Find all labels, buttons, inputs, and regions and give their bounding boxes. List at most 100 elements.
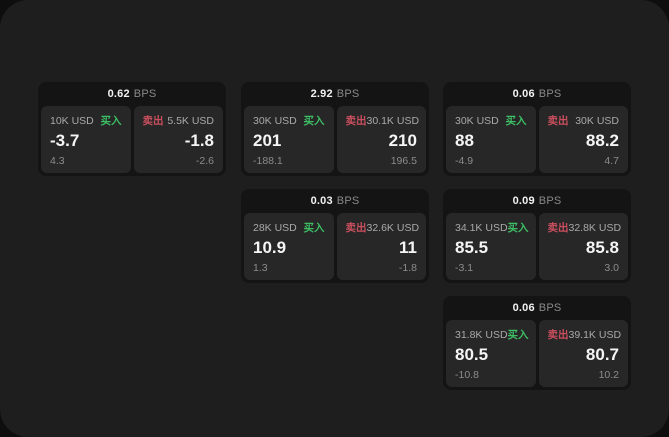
card-header: 0.03 BPS xyxy=(241,189,429,213)
buy-panel-top: 31.8K USD 买入 xyxy=(455,327,529,342)
sell-price: 11 xyxy=(399,238,417,258)
sell-amount: 30K USD xyxy=(575,115,619,127)
quote-card: 0.09 BPS 34.1K USD 买入 85.5 -3.1 卖出 32.8K… xyxy=(443,189,631,283)
sell-amount: 39.1K USD xyxy=(568,329,622,341)
buy-panel-top: 30K USD 买入 xyxy=(455,113,527,128)
quote-card: 2.92 BPS 30K USD 买入 201 -188.1 卖出 30.1K … xyxy=(241,82,429,176)
sell-price: 210 xyxy=(388,131,417,151)
buy-side-label: 买入 xyxy=(505,115,527,127)
sell-side-label: 卖出 xyxy=(547,222,569,234)
sell-amount: 32.6K USD xyxy=(366,222,420,234)
buy-panel[interactable]: 34.1K USD 买入 85.5 -3.1 xyxy=(446,213,536,280)
buy-panel[interactable]: 30K USD 买入 88 -4.9 xyxy=(446,106,536,173)
sell-side-label: 卖出 xyxy=(547,329,569,341)
sell-side-label: 卖出 xyxy=(345,222,367,234)
buy-price: 10.9 xyxy=(253,238,287,258)
quote-card: 0.62 BPS 10K USD 买入 -3.7 4.3 卖出 5.5K USD… xyxy=(38,82,226,176)
buy-side-label: 买入 xyxy=(100,115,122,127)
buy-sub-value: 4.3 xyxy=(50,155,65,167)
card-body: 34.1K USD 买入 85.5 -3.1 卖出 32.8K USD 85.8… xyxy=(443,213,631,283)
sell-price: 80.7 xyxy=(585,345,619,365)
buy-amount: 31.8K USD xyxy=(455,329,508,341)
bps-value: 0.09 xyxy=(512,195,535,207)
buy-amount: 30K USD xyxy=(253,115,297,127)
buy-panel-top: 30K USD 买入 xyxy=(253,113,325,128)
card-body: 28K USD 买入 10.9 1.3 卖出 32.6K USD 11 -1.8 xyxy=(241,213,429,283)
quote-card: 0.06 BPS 30K USD 买入 88 -4.9 卖出 30K USD 8… xyxy=(443,82,631,176)
bps-value: 2.92 xyxy=(310,88,333,100)
card-body: 31.8K USD 买入 80.5 -10.8 卖出 39.1K USD 80.… xyxy=(443,320,631,390)
sell-sub-value: -2.6 xyxy=(195,155,214,167)
bps-value: 0.06 xyxy=(512,88,535,100)
sell-price: 85.8 xyxy=(585,238,619,258)
sell-panel[interactable]: 卖出 5.5K USD -1.8 -2.6 xyxy=(133,106,223,173)
buy-side-label: 买入 xyxy=(507,222,529,234)
buy-sub-value: 1.3 xyxy=(253,262,268,274)
bps-unit-label: BPS xyxy=(336,195,360,207)
sell-panel[interactable]: 卖出 30.1K USD 210 196.5 xyxy=(336,106,426,173)
buy-panel[interactable]: 30K USD 买入 201 -188.1 xyxy=(244,106,334,173)
buy-amount: 28K USD xyxy=(253,222,297,234)
sell-panel-top: 卖出 39.1K USD xyxy=(547,327,622,342)
buy-sub-value: -4.9 xyxy=(455,155,474,167)
sell-side-label: 卖出 xyxy=(345,115,367,127)
buy-amount: 34.1K USD xyxy=(455,222,508,234)
sell-price: 88.2 xyxy=(585,131,619,151)
buy-panel[interactable]: 10K USD 买入 -3.7 4.3 xyxy=(41,106,131,173)
sell-amount: 5.5K USD xyxy=(167,115,214,127)
bps-value: 0.03 xyxy=(310,195,333,207)
card-header: 0.62 BPS xyxy=(38,82,226,106)
card-body: 30K USD 买入 88 -4.9 卖出 30K USD 88.2 4.7 xyxy=(443,106,631,176)
buy-panel[interactable]: 31.8K USD 买入 80.5 -10.8 xyxy=(446,320,536,387)
buy-panel-top: 10K USD 买入 xyxy=(50,113,122,128)
bps-unit-label: BPS xyxy=(538,195,562,207)
bps-value: 0.06 xyxy=(512,302,535,314)
card-body: 10K USD 买入 -3.7 4.3 卖出 5.5K USD -1.8 -2.… xyxy=(38,106,226,176)
card-header: 0.09 BPS xyxy=(443,189,631,213)
sell-panel[interactable]: 卖出 32.6K USD 11 -1.8 xyxy=(336,213,426,280)
sell-sub-value: -1.8 xyxy=(398,262,417,274)
sell-price: -1.8 xyxy=(184,131,214,151)
quote-card: 0.06 BPS 31.8K USD 买入 80.5 -10.8 卖出 39.1… xyxy=(443,296,631,390)
buy-side-label: 买入 xyxy=(303,222,325,234)
buy-price: 85.5 xyxy=(455,238,489,258)
buy-sub-value: -3.1 xyxy=(455,262,474,274)
buy-panel[interactable]: 28K USD 买入 10.9 1.3 xyxy=(244,213,334,280)
sell-panel[interactable]: 卖出 30K USD 88.2 4.7 xyxy=(538,106,628,173)
sell-sub-value: 3.0 xyxy=(604,262,619,274)
sell-panel[interactable]: 卖出 39.1K USD 80.7 10.2 xyxy=(538,320,628,387)
sell-sub-value: 10.2 xyxy=(598,369,619,381)
buy-sub-value: -188.1 xyxy=(253,155,283,167)
sell-sub-value: 196.5 xyxy=(390,155,417,167)
card-header: 2.92 BPS xyxy=(241,82,429,106)
sell-side-label: 卖出 xyxy=(142,115,164,127)
buy-amount: 30K USD xyxy=(455,115,499,127)
bps-value: 0.62 xyxy=(107,88,130,100)
bps-unit-label: BPS xyxy=(133,88,157,100)
sell-panel-top: 卖出 32.8K USD xyxy=(547,220,622,235)
buy-price: 80.5 xyxy=(455,345,489,365)
buy-price: 201 xyxy=(253,131,282,151)
sell-panel-top: 卖出 30.1K USD xyxy=(345,113,420,128)
buy-price: 88 xyxy=(455,131,474,151)
sell-amount: 32.8K USD xyxy=(568,222,622,234)
sell-amount: 30.1K USD xyxy=(366,115,420,127)
sell-panel[interactable]: 卖出 32.8K USD 85.8 3.0 xyxy=(538,213,628,280)
sell-side-label: 卖出 xyxy=(547,115,569,127)
buy-side-label: 买入 xyxy=(303,115,325,127)
sell-panel-top: 卖出 32.6K USD xyxy=(345,220,420,235)
buy-panel-top: 34.1K USD 买入 xyxy=(455,220,529,235)
buy-amount: 10K USD xyxy=(50,115,94,127)
buy-price: -3.7 xyxy=(50,131,80,151)
card-body: 30K USD 买入 201 -188.1 卖出 30.1K USD 210 1… xyxy=(241,106,429,176)
bps-unit-label: BPS xyxy=(538,302,562,314)
buy-panel-top: 28K USD 买入 xyxy=(253,220,325,235)
quote-card: 0.03 BPS 28K USD 买入 10.9 1.3 卖出 32.6K US… xyxy=(241,189,429,283)
buy-sub-value: -10.8 xyxy=(455,369,479,381)
card-header: 0.06 BPS xyxy=(443,296,631,320)
sell-panel-top: 卖出 30K USD xyxy=(548,113,620,128)
buy-side-label: 买入 xyxy=(507,329,529,341)
sell-panel-top: 卖出 5.5K USD xyxy=(143,113,215,128)
sell-sub-value: 4.7 xyxy=(604,155,619,167)
